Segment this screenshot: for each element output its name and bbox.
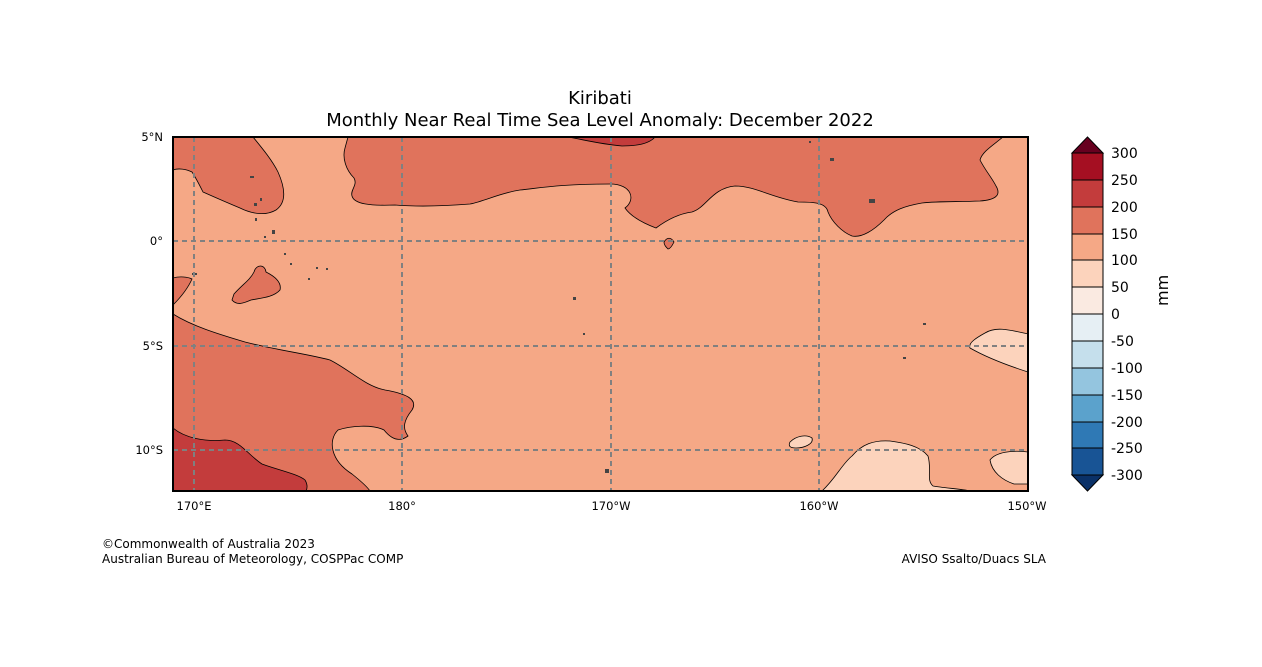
colorbar-bin xyxy=(1071,259,1104,288)
anomaly-region-150-200-nw xyxy=(173,137,285,214)
colorbar-bin xyxy=(1071,286,1104,315)
footer-left: ©Commonwealth of Australia 2023 Australi… xyxy=(102,537,403,567)
colorbar-bin xyxy=(1071,447,1104,476)
anomaly-region-150-200-island xyxy=(231,265,281,304)
data-source-text: AVISO Ssalto/Duacs SLA xyxy=(901,552,1046,566)
colorbar-bin xyxy=(1071,179,1104,208)
colorbar-label: -100 xyxy=(1111,361,1143,377)
colorbar-label: 200 xyxy=(1111,200,1138,216)
map-subtitle: Monthly Near Real Time Sea Level Anomaly… xyxy=(326,110,874,131)
lat-label: 0° xyxy=(150,234,163,248)
lon-label: 180° xyxy=(388,499,416,513)
colorbar-label: 250 xyxy=(1111,173,1138,189)
graticule xyxy=(173,137,1028,491)
lat-label: 10°S xyxy=(135,443,163,457)
colorbar-label: 300 xyxy=(1111,146,1138,162)
anomaly-region-50-100-south xyxy=(821,440,971,491)
lon-label: 150°W xyxy=(1007,499,1046,513)
lon-label: 160°W xyxy=(799,499,838,513)
colorbar-label: -150 xyxy=(1111,388,1143,404)
anomaly-region-50-100-se xyxy=(989,450,1028,485)
colorbar-label: -300 xyxy=(1111,468,1143,484)
anomaly-region-150-200-west xyxy=(173,276,193,306)
colorbar-bin xyxy=(1071,367,1104,396)
anomaly-field xyxy=(173,137,1028,491)
lat-label: 5°S xyxy=(143,339,163,353)
colorbar-over-arrow xyxy=(1070,136,1105,154)
lon-label: 170°E xyxy=(177,499,212,513)
lon-label: 170°W xyxy=(591,499,630,513)
anomaly-region-50-100-east xyxy=(969,328,1028,373)
map-frame xyxy=(172,136,1029,492)
lat-label: 5°N xyxy=(141,130,163,144)
copyright-text: ©Commonwealth of Australia 2023 xyxy=(102,537,315,551)
anomaly-region-50-100-blob xyxy=(788,435,813,449)
colorbar-label: 0 xyxy=(1111,307,1120,323)
anomaly-region-150-200-north xyxy=(343,137,1004,237)
colorbar-bin xyxy=(1071,394,1104,423)
colorbar-label: -50 xyxy=(1111,334,1134,350)
colorbar-bin xyxy=(1071,152,1104,181)
agency-text: Australian Bureau of Meteorology, COSPPa… xyxy=(102,552,404,566)
map-title: Kiribati xyxy=(568,88,632,109)
colorbar-bin xyxy=(1071,313,1104,342)
colorbar-label: 100 xyxy=(1111,253,1138,269)
colorbar-unit: mm xyxy=(1153,274,1172,306)
colorbar-under-arrow xyxy=(1070,474,1105,492)
colorbar-bin xyxy=(1071,206,1104,235)
colorbar-bin xyxy=(1071,340,1104,369)
colorbar-bin xyxy=(1071,233,1104,261)
colorbar-label: 150 xyxy=(1111,227,1138,243)
colorbar-label: 50 xyxy=(1111,280,1129,296)
colorbar-labels: 300 250 200 150 100 50 0 -50 -100 -150 -… xyxy=(1111,146,1143,484)
anomaly-region-200-250-sw xyxy=(173,427,308,491)
colorbar-bin xyxy=(1071,421,1104,449)
island-markers xyxy=(192,141,926,473)
colorbar-label: -200 xyxy=(1111,415,1143,431)
colorbar-label: -250 xyxy=(1111,441,1143,457)
colorbar xyxy=(1070,136,1105,492)
